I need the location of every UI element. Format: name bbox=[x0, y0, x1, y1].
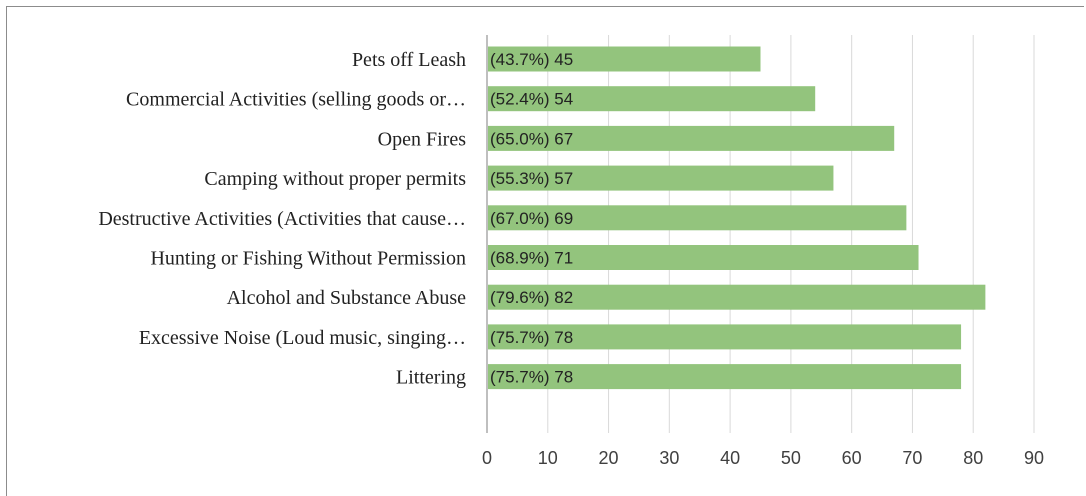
data-label: (75.7%) 78 bbox=[490, 328, 573, 347]
x-tick-label: 60 bbox=[842, 448, 862, 468]
bar bbox=[487, 46, 761, 72]
category-label: Alcohol and Substance Abuse bbox=[227, 287, 467, 309]
bar bbox=[487, 284, 986, 310]
data-label: (67.0%) 69 bbox=[490, 209, 573, 228]
bar bbox=[487, 86, 816, 112]
data-label: (79.6%) 82 bbox=[490, 288, 573, 307]
bar bbox=[487, 165, 834, 191]
data-label: (43.7%) 45 bbox=[490, 50, 573, 69]
x-tick-label: 50 bbox=[781, 448, 801, 468]
data-label: (75.7%) 78 bbox=[490, 368, 573, 387]
bar bbox=[487, 125, 895, 151]
chart-frame bbox=[6, 6, 1084, 496]
category-label: Pets off Leash bbox=[352, 49, 466, 71]
category-label: Destructive Activities (Activities that … bbox=[98, 208, 466, 230]
x-tick-label: 20 bbox=[599, 448, 619, 468]
category-labels: Pets off Leash Commercial Activities (sel… bbox=[98, 49, 466, 389]
data-labels: (43.7%) 45 (52.4%) 54 (65.0%) 67 (55.3%) 57… bbox=[490, 50, 573, 387]
x-tick-labels: 0 10 20 30 40 50 60 70 80 90 bbox=[482, 448, 1044, 468]
data-label: (65.0%) 67 bbox=[490, 129, 573, 148]
category-label: Excessive Noise (Loud music, singing… bbox=[139, 327, 466, 349]
category-label: Open Fires bbox=[378, 128, 467, 150]
x-tick-label: 30 bbox=[659, 448, 679, 468]
category-label: Commercial Activities (selling goods or… bbox=[126, 89, 466, 111]
x-tick-label: 70 bbox=[902, 448, 922, 468]
data-label: (68.9%) 71 bbox=[490, 249, 573, 268]
bar bbox=[487, 364, 962, 390]
x-tick-label: 40 bbox=[720, 448, 740, 468]
category-label: Littering bbox=[396, 367, 466, 389]
bars bbox=[487, 46, 986, 390]
bar bbox=[487, 245, 919, 270]
x-tick-label: 80 bbox=[963, 448, 983, 468]
x-tick-label: 0 bbox=[482, 448, 492, 468]
x-tick-label: 10 bbox=[538, 448, 558, 468]
data-label: (52.4%) 54 bbox=[490, 90, 573, 109]
data-label: (55.3%) 57 bbox=[490, 169, 573, 188]
category-label: Camping without proper permits bbox=[204, 168, 466, 190]
bar bbox=[487, 205, 907, 231]
bar bbox=[487, 324, 962, 350]
x-tick-label: 90 bbox=[1024, 448, 1044, 468]
category-label: Hunting or Fishing Without Permission bbox=[150, 248, 466, 270]
